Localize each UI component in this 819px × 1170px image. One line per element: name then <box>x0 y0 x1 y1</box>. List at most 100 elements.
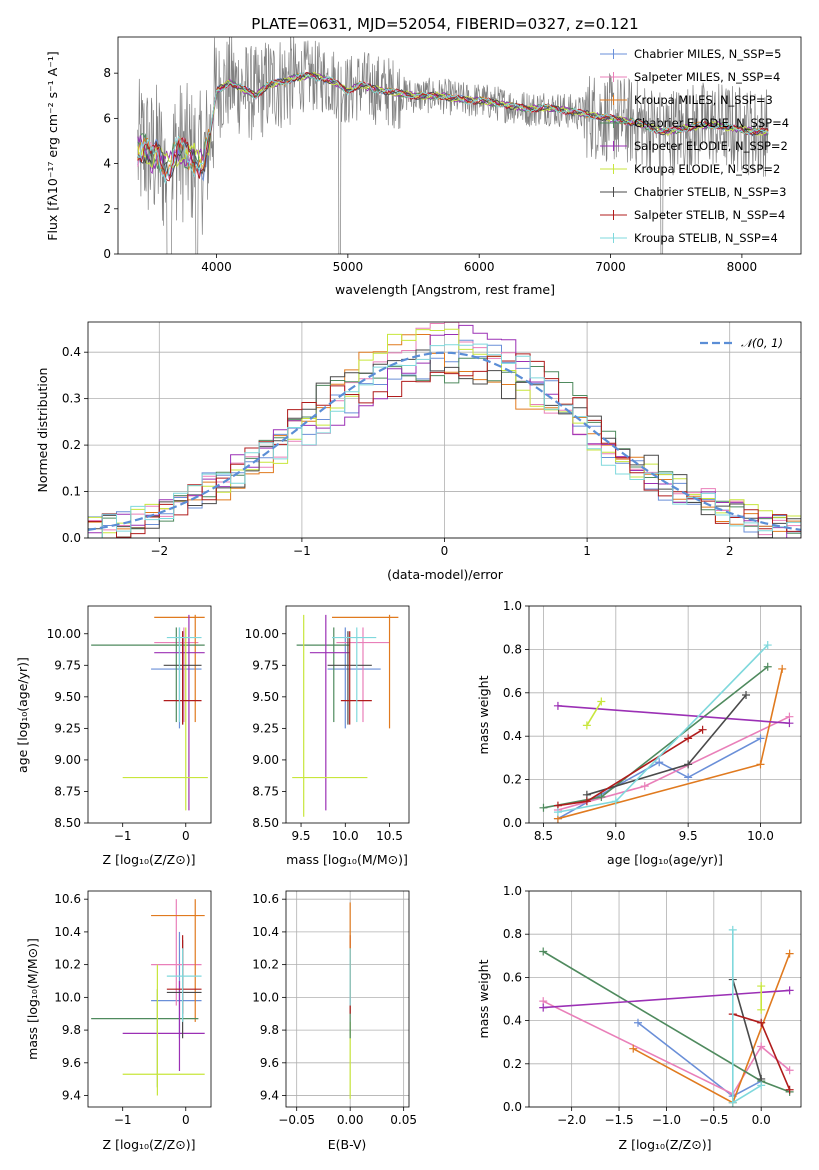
weight-age-ytick-label: 0.0 <box>503 816 522 830</box>
spectrum-xlabel: wavelength [Angstrom, rest frame] <box>335 282 555 297</box>
point-kroupa-stelib <box>611 797 620 806</box>
weight-age-xtick-label: 9.5 <box>679 829 698 843</box>
spectrum-ylabel: Flux [fλ10⁻¹⁷ erg cm⁻² s⁻¹ A⁻¹] <box>45 51 60 240</box>
legend-label-salpeter-stelib: Salpeter STELIB, N_SSP=4 <box>634 208 785 222</box>
mass-z-ytick-label: 10.0 <box>54 990 81 1004</box>
point-chabrier-elodie <box>763 662 772 671</box>
spectrum-panel: PLATE=0631, MJD=52054, FIBERID=0327, z=0… <box>45 15 802 297</box>
point-kroupa-elodie <box>757 1005 766 1014</box>
residuals-ytick-label: 0.0 <box>62 531 81 545</box>
mass-ebv-ytick-label: 9.8 <box>260 1023 279 1037</box>
weight-age-ytick-label: 0.6 <box>503 686 522 700</box>
age-z-ytick-label: 10.00 <box>47 627 81 641</box>
age-z-ytick-label: 8.75 <box>54 784 81 798</box>
mass-ebv-ytick-label: 10.2 <box>252 958 279 972</box>
weight-age-series <box>539 641 794 823</box>
residuals-ytick-label: 0.4 <box>62 345 81 359</box>
residuals-xlabel: (data-model)/error <box>387 567 504 582</box>
age-mass-ytick-label: 9.00 <box>252 753 279 767</box>
mass-ebv-frame <box>285 890 410 1108</box>
weight-z-xtick-label: 0.0 <box>752 1113 771 1127</box>
residuals-panel: (data-model)/error Normed distribution −… <box>35 321 802 582</box>
age-mass-ytick-label: 8.50 <box>252 816 279 830</box>
point-chabrier-stelib <box>742 690 751 699</box>
point-kroupa-elodie <box>597 697 606 706</box>
line-salpeter-stelib <box>557 729 704 807</box>
point-kroupa-stelib <box>757 1081 766 1090</box>
spectrum-ytick-label: 6 <box>103 111 111 125</box>
point-chabrier-miles <box>756 734 765 743</box>
mass-ebv-xtick-label: 0.05 <box>390 1113 417 1127</box>
spectrum-lines <box>137 37 769 254</box>
age-mass-frame <box>285 605 410 824</box>
point-salpeter-miles <box>640 782 649 791</box>
weight-age-xlabel: age [log₁₀(age/yr)] <box>607 852 723 867</box>
legend-label-chabrier-elodie: Chabrier ELODIE, N_SSP=4 <box>634 116 789 130</box>
mass-z-frame <box>87 890 212 1108</box>
point-chabrier-stelib <box>684 760 693 769</box>
weight-age-xtick-label: 10.0 <box>747 829 774 843</box>
residuals-frame <box>87 321 802 539</box>
spectrum-model-kroupa-stelib <box>137 71 769 184</box>
weight-z-ytick-label: 0.6 <box>503 970 522 984</box>
mass-z-xtick-label: 0 <box>182 1113 190 1127</box>
age-mass-ytick-label: 9.75 <box>252 658 279 672</box>
legend-label-salpeter-miles: Salpeter MILES, N_SSP=4 <box>634 70 780 84</box>
weight-z-frame <box>528 890 802 1108</box>
spectrum-observed <box>137 37 769 254</box>
point-kroupa-elodie <box>582 721 591 730</box>
residuals-xtick-label: −1 <box>293 544 311 558</box>
mass-ebv-ytick-label: 10.0 <box>252 990 279 1004</box>
spectrum-model-chabrier-stelib <box>137 72 769 179</box>
point-salpeter-stelib <box>698 725 707 734</box>
spectrum-model-salpeter-stelib <box>137 71 769 182</box>
age-z-ytick-label: 8.50 <box>54 816 81 830</box>
age-mass-points <box>292 614 399 817</box>
point-kroupa-miles <box>778 664 787 673</box>
line-kroupa-stelib <box>557 644 769 813</box>
point-chabrier-elodie <box>539 803 548 812</box>
point-kroupa-stelib <box>728 1098 737 1107</box>
age-z-ytick-label: 9.00 <box>54 753 81 767</box>
normal-curve <box>88 351 801 531</box>
age-z-ytick-label: 9.50 <box>54 690 81 704</box>
mass-vs-ebv-panel: E(B-V) −0.05 0.00 0.05 9.4 9.6 9.8 10.0 10.2 10.… <box>252 890 417 1152</box>
residuals-ytick-label: 0.1 <box>62 485 81 499</box>
weight-vs-age-panel: age [log₁₀(age/yr)] mass weight 8.5 9.0 9.… <box>476 599 802 867</box>
point-salpeter-elodie <box>539 1003 548 1012</box>
mass-z-ylabel: mass [log₁₀(M/M⊙)] <box>25 938 40 1060</box>
mass-ebv-xlabel: E(B-V) <box>328 1137 367 1152</box>
age-mass-ytick-label: 8.75 <box>252 784 279 798</box>
point-kroupa-stelib <box>763 641 772 650</box>
weight-z-xtick-label: −1.0 <box>652 1113 681 1127</box>
weight-age-ytick-label: 1.0 <box>503 599 522 613</box>
residuals-xtick-label: −2 <box>150 544 168 558</box>
point-chabrier-elodie <box>597 792 606 801</box>
mass-z-ytick-label: 10.2 <box>54 958 81 972</box>
spectrum-ytick-label: 0 <box>103 247 111 261</box>
mass-z-points <box>91 899 205 1096</box>
point-salpeter-elodie <box>785 719 794 728</box>
spectrum-title: PLATE=0631, MJD=52054, FIBERID=0327, z=0… <box>251 15 638 33</box>
point-kroupa-miles <box>785 949 794 958</box>
age-mass-ytick-label: 10.00 <box>245 627 279 641</box>
residuals-xtick-label: 0 <box>441 544 449 558</box>
age-mass-xtick-label: 10.5 <box>376 829 403 843</box>
spectrum-ytick-label: 4 <box>103 157 111 171</box>
point-salpeter-stelib <box>785 1085 794 1094</box>
weight-z-ytick-label: 0.8 <box>503 927 522 941</box>
age-z-xtick-label: −1 <box>114 829 132 843</box>
mass-z-xtick-label: −1 <box>114 1113 132 1127</box>
legend-label-kroupa-stelib: Kroupa STELIB, N_SSP=4 <box>634 231 778 245</box>
point-salpeter-miles <box>757 1042 766 1051</box>
mass-ebv-ytick-label: 9.6 <box>260 1056 279 1070</box>
mass-ebv-xtick-label: −0.05 <box>278 1113 315 1127</box>
age-vs-mass-panel: mass [log₁₀(M/M⊙)] 9.5 10.0 10.5 8.50 8.75 9.… <box>245 605 410 867</box>
point-salpeter-stelib <box>684 734 693 743</box>
spectrum-ytick-label: 8 <box>103 66 111 80</box>
weight-z-xlabel: Z [log₁₀(Z/Z⊙)] <box>619 1137 712 1152</box>
point-salpeter-miles <box>785 1066 794 1075</box>
age-z-frame <box>87 605 212 824</box>
age-mass-xlabel: mass [log₁₀(M/M⊙)] <box>286 852 408 867</box>
legend-label-kroupa-miles: Kroupa MILES, N_SSP=3 <box>634 93 773 107</box>
